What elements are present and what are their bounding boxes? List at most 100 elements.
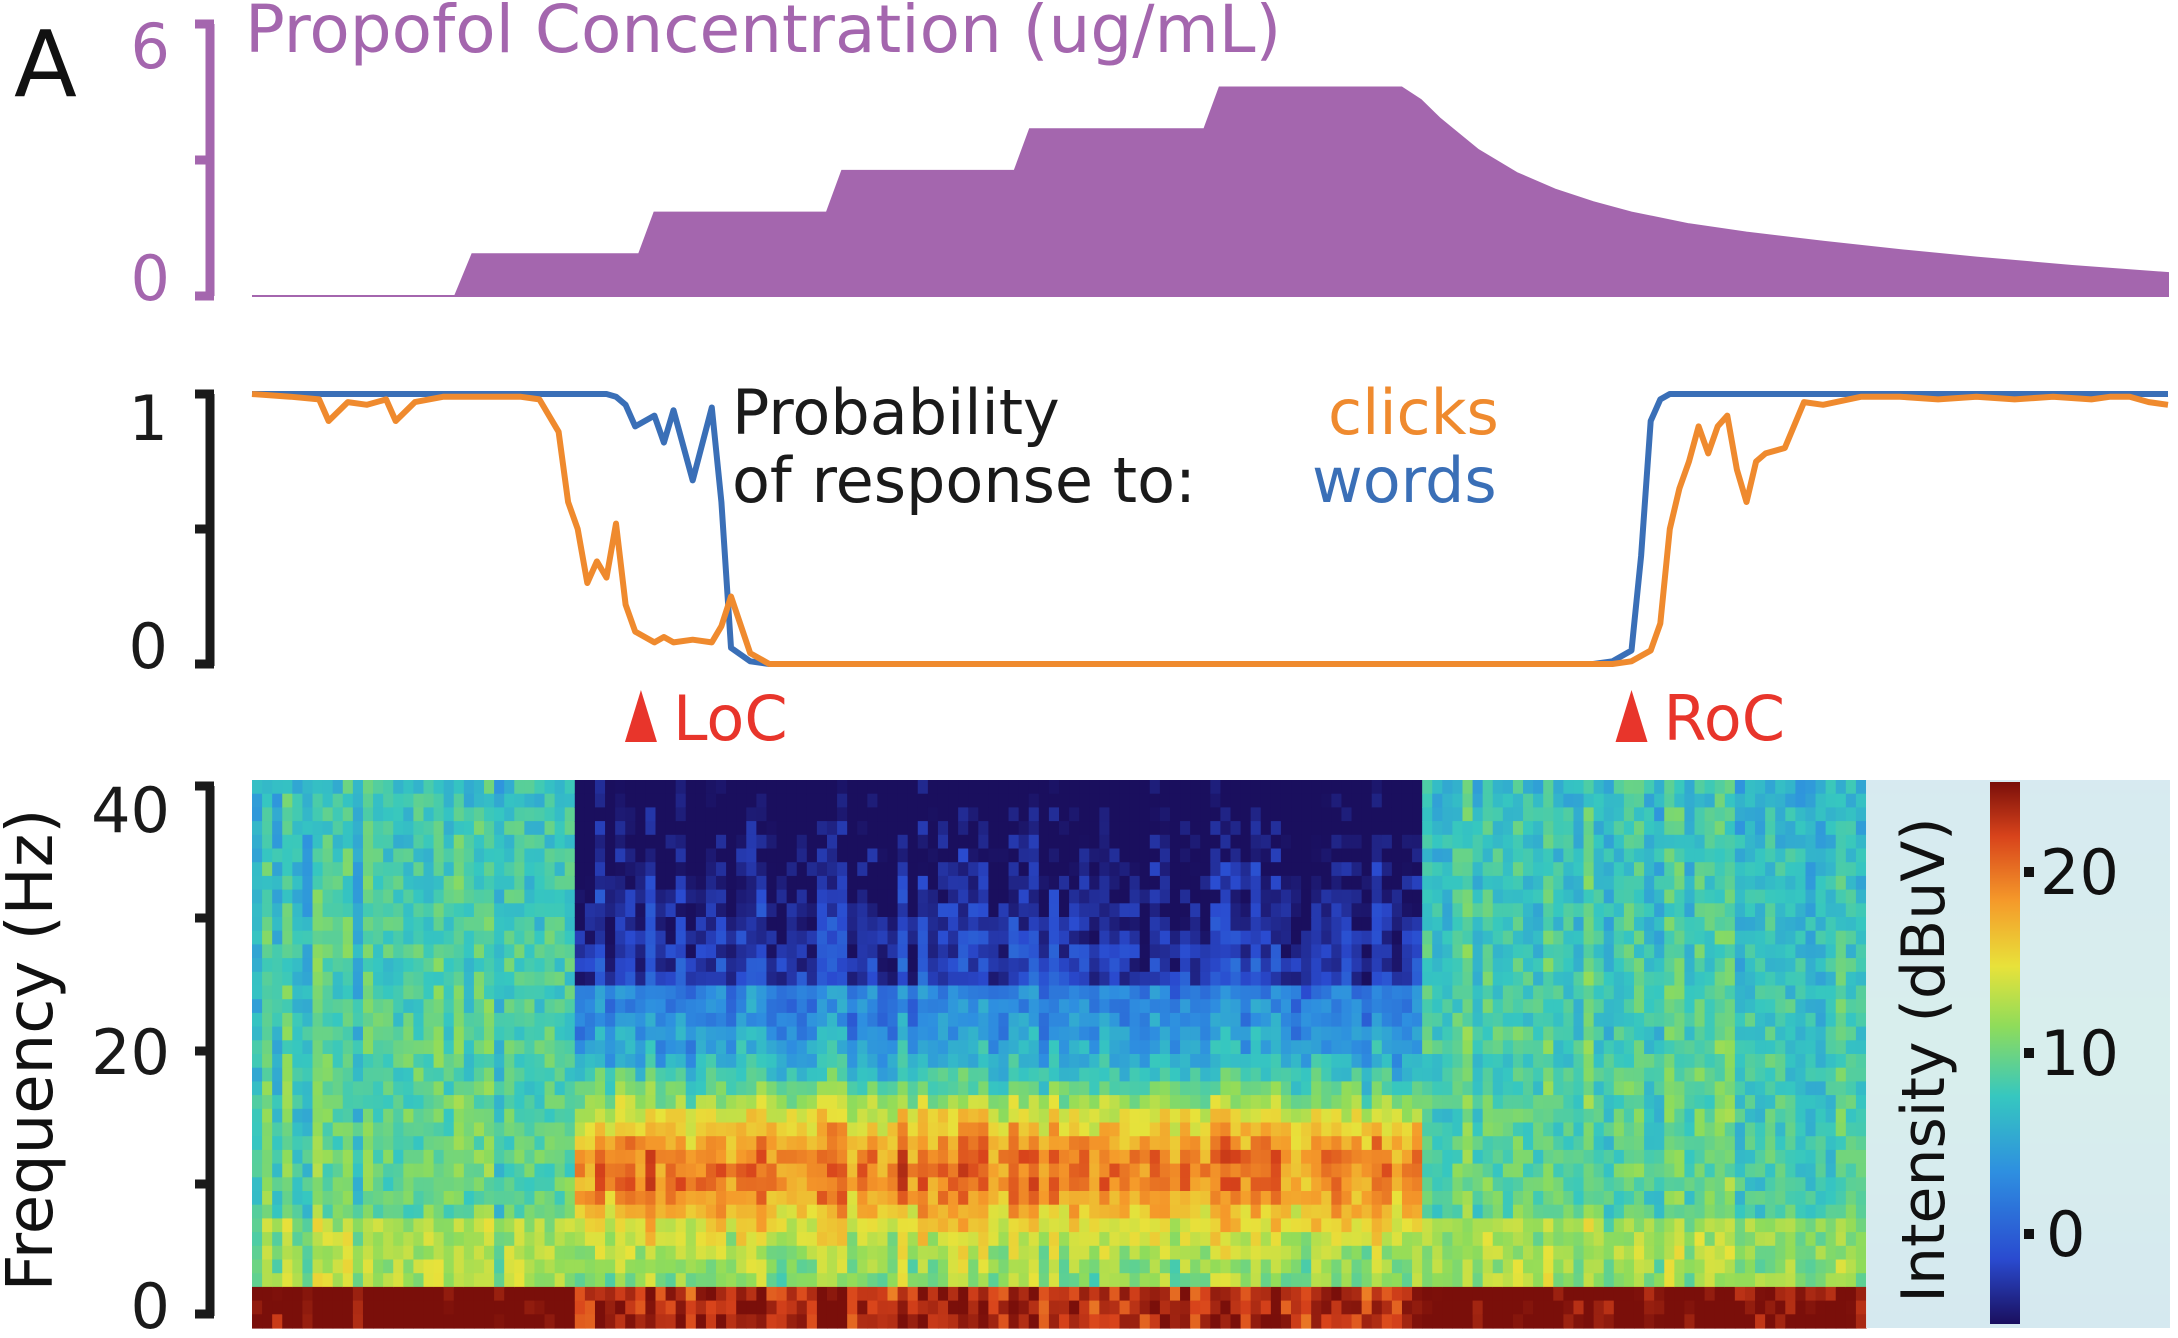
heatmap-cell bbox=[786, 1095, 798, 1110]
heatmap-cell bbox=[978, 930, 989, 945]
heatmap-cell bbox=[494, 1273, 505, 1288]
heatmap-cell bbox=[1291, 999, 1302, 1014]
heatmap-cell bbox=[1371, 971, 1383, 987]
heatmap-cell bbox=[574, 1122, 586, 1137]
heatmap-cell bbox=[1008, 944, 1020, 959]
heatmap-cell bbox=[484, 930, 495, 945]
heatmap-cell bbox=[504, 1054, 515, 1069]
heatmap-cell bbox=[1361, 1040, 1373, 1055]
heatmap-cell bbox=[887, 944, 899, 959]
heatmap-cell bbox=[1240, 1259, 1252, 1274]
heatmap-cell bbox=[594, 807, 606, 822]
heatmap-cell bbox=[1321, 1012, 1332, 1028]
heatmap-cell bbox=[1059, 985, 1070, 1000]
heatmap-cell bbox=[968, 1095, 979, 1110]
heatmap-cell bbox=[574, 1095, 586, 1110]
heatmap-cell bbox=[342, 834, 354, 850]
heatmap-cell bbox=[544, 848, 556, 863]
heatmap-cell bbox=[1129, 971, 1141, 987]
heatmap-cell bbox=[1240, 780, 1252, 795]
heatmap-cell bbox=[1492, 1040, 1504, 1055]
heatmap-cell bbox=[1159, 1081, 1171, 1096]
heatmap-cell bbox=[1129, 1149, 1141, 1165]
heatmap-cell bbox=[988, 1081, 1000, 1096]
heatmap-cell bbox=[362, 1081, 374, 1096]
heatmap-cell bbox=[463, 793, 475, 808]
heatmap-cell bbox=[473, 1095, 485, 1110]
heatmap-cell bbox=[1190, 793, 1201, 808]
heatmap-cell bbox=[1331, 1054, 1343, 1069]
heatmap-cell bbox=[352, 834, 364, 850]
heatmap-cell bbox=[423, 1163, 435, 1178]
heatmap-cell bbox=[988, 999, 1000, 1014]
heatmap-cell bbox=[383, 1177, 394, 1192]
heatmap-cell bbox=[524, 1108, 536, 1124]
heatmap-cell bbox=[494, 1163, 505, 1178]
heatmap-cell bbox=[1280, 1177, 1292, 1192]
heatmap-cell bbox=[262, 1136, 273, 1151]
heatmap-cell bbox=[453, 862, 465, 877]
heatmap-cell bbox=[998, 821, 1010, 836]
heatmap-cell bbox=[1351, 917, 1363, 932]
heatmap-cell bbox=[322, 875, 334, 891]
heatmap-cell bbox=[867, 1218, 879, 1233]
heatmap-cell bbox=[524, 848, 536, 863]
heatmap-cell bbox=[504, 1122, 515, 1137]
heatmap-cell bbox=[615, 1149, 626, 1165]
heatmap-cell bbox=[494, 1191, 505, 1206]
heatmap-cell bbox=[786, 1314, 798, 1329]
heatmap-cell bbox=[534, 1286, 546, 1302]
heatmap-cell bbox=[252, 958, 263, 973]
heatmap-cell bbox=[625, 1122, 636, 1137]
heatmap-cell bbox=[1129, 1204, 1141, 1219]
heatmap-cell bbox=[1462, 1040, 1474, 1055]
heatmap-cell bbox=[1280, 875, 1292, 891]
heatmap-cell bbox=[897, 999, 909, 1014]
heatmap-cell bbox=[1492, 1149, 1504, 1165]
heatmap-cell bbox=[786, 1012, 798, 1028]
heatmap-cell bbox=[736, 1012, 747, 1028]
heatmap-cell bbox=[544, 1108, 556, 1124]
heatmap-cell bbox=[837, 1273, 848, 1288]
heatmap-cell bbox=[806, 1067, 818, 1082]
heatmap-cell bbox=[645, 1026, 657, 1041]
heatmap-cell bbox=[635, 1314, 647, 1329]
heatmap-cell bbox=[948, 971, 959, 987]
heatmap-cell bbox=[675, 1300, 687, 1315]
heatmap-cell bbox=[574, 1232, 586, 1247]
heatmap-cell bbox=[1270, 1191, 1282, 1206]
heatmap-cell bbox=[655, 1012, 667, 1028]
heatmap-cell bbox=[705, 1273, 717, 1288]
heatmap-cell bbox=[403, 1191, 414, 1206]
heatmap-cell bbox=[1361, 821, 1373, 836]
heatmap-cell bbox=[1482, 834, 1494, 850]
heatmap-cell bbox=[847, 807, 858, 822]
heatmap-cell bbox=[1048, 944, 1060, 959]
heatmap-cell bbox=[473, 821, 485, 836]
heatmap-cell bbox=[1048, 1232, 1060, 1247]
heatmap-cell bbox=[1180, 1081, 1191, 1096]
heatmap-cell bbox=[1432, 1218, 1443, 1233]
heatmap-cell bbox=[514, 875, 525, 891]
heatmap-cell bbox=[837, 1300, 848, 1315]
heatmap-cell bbox=[816, 780, 828, 795]
heatmap-cell bbox=[1109, 1191, 1121, 1206]
heatmap-cell bbox=[635, 1286, 647, 1302]
heatmap-cell bbox=[1109, 1026, 1121, 1041]
heatmap-cell bbox=[1472, 1067, 1484, 1082]
heatmap-cell bbox=[1422, 780, 1433, 795]
heatmap-cell bbox=[1482, 821, 1494, 836]
heatmap-cell bbox=[605, 1122, 616, 1137]
heatmap-cell bbox=[433, 930, 445, 945]
heatmap-cell bbox=[1301, 1314, 1312, 1329]
heatmap-cell bbox=[1351, 1232, 1363, 1247]
heatmap-cell bbox=[1028, 1177, 1040, 1192]
heatmap-cell bbox=[675, 1232, 687, 1247]
heatmap-cell bbox=[615, 834, 626, 850]
heatmap-cell bbox=[332, 1054, 344, 1069]
heatmap-cell bbox=[1109, 1054, 1121, 1069]
heatmap-cell bbox=[1230, 1054, 1242, 1069]
heatmap-cell bbox=[564, 889, 576, 904]
heatmap-cell bbox=[857, 1095, 868, 1110]
heatmap-cell bbox=[524, 1012, 536, 1028]
